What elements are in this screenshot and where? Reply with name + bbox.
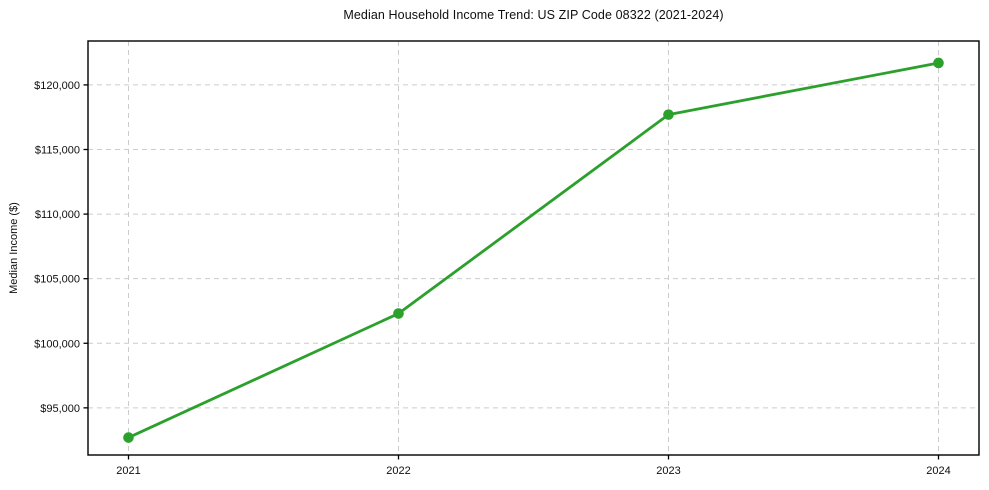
- y-tick-label: $95,000: [40, 403, 80, 415]
- data-point-marker: [123, 432, 134, 443]
- axes-border: [87, 40, 980, 456]
- x-tick-label: 2024: [926, 465, 950, 477]
- data-point-marker: [933, 57, 944, 69]
- trend-line: [127, 61, 940, 439]
- x-tick-label: 2021: [116, 465, 140, 477]
- y-tick-label: $100,000: [34, 338, 80, 350]
- data-point-marker: [393, 308, 404, 319]
- chart-title: Median Household Income Trend: US ZIP Co…: [343, 8, 724, 22]
- data-point-marker: [663, 109, 674, 120]
- x-tick-label: 2022: [386, 465, 410, 477]
- y-tick-label: $115,000: [35, 145, 80, 157]
- y-tick-label: $120,000: [34, 80, 80, 92]
- y-tick-label: $105,000: [34, 274, 80, 286]
- x-tick-label: 2023: [656, 465, 680, 477]
- y-axis-label: Median Income ($): [8, 202, 20, 294]
- y-tick-label: $110,000: [35, 209, 80, 221]
